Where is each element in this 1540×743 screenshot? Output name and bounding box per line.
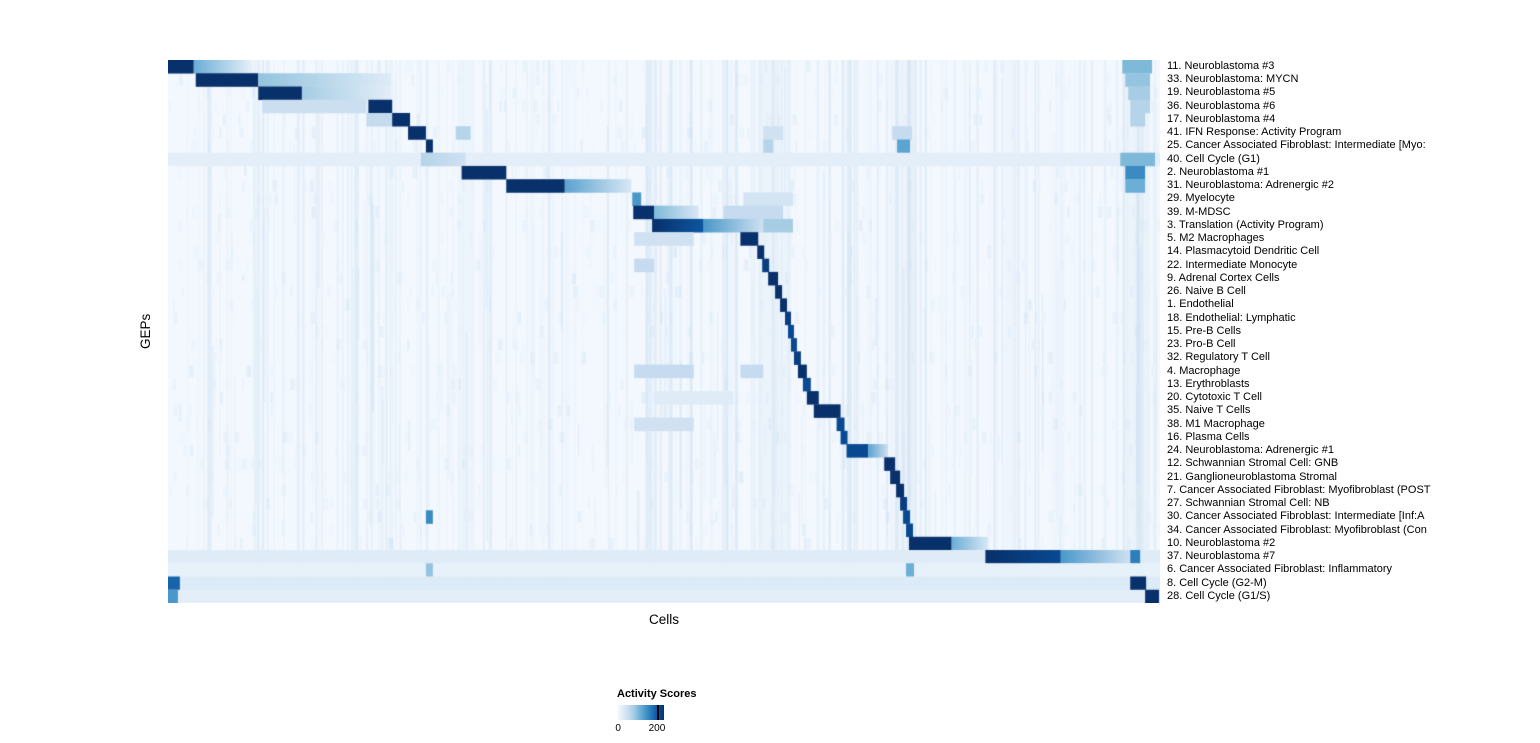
y-axis-label: GEPs: [138, 313, 153, 350]
row-label: 8. Cell Cycle (G2-M): [1167, 576, 1267, 589]
row-label: 5. M2 Macrophages: [1167, 232, 1265, 245]
legend-tick-labels: 0 200: [615, 723, 666, 735]
row-label: 1. Endothelial: [1167, 298, 1234, 311]
row-label: 28. Cell Cycle (G1/S): [1167, 589, 1271, 602]
row-label: 30. Cancer Associated Fibroblast: Interm…: [1167, 510, 1425, 523]
row-label: 25. Cancer Associated Fibroblast: Interm…: [1167, 139, 1426, 152]
row-label: 11. Neuroblastoma #3: [1167, 60, 1275, 72]
row-label: 15. Pre-B Cells: [1167, 324, 1241, 337]
legend-colorbar: [617, 705, 664, 720]
row-label: 9. Adrenal Cortex Cells: [1167, 271, 1280, 284]
row-label: 41. IFN Response: Activity Program: [1167, 126, 1342, 139]
legend-tick: [656, 705, 659, 720]
row-label: 18. Endothelial: Lymphatic: [1167, 311, 1296, 324]
row-label: 36. Neuroblastoma #6: [1167, 99, 1276, 112]
legend-max-label: 200: [648, 723, 666, 734]
row-label: 19. Neuroblastoma #5: [1167, 86, 1276, 99]
row-label: 37. Neuroblastoma #7: [1167, 550, 1276, 563]
legend: Activity Scores 0 200: [615, 688, 747, 735]
row-label: 38. M1 Macrophage: [1167, 417, 1265, 430]
row-label: 32. Regulatory T Cell: [1167, 351, 1270, 364]
legend-title: Activity Scores: [617, 688, 697, 700]
row-label: 12. Schwannian Stromal Cell: GNB: [1167, 457, 1339, 470]
row-label: 23. Pro-B Cell: [1167, 338, 1236, 351]
row-label: 16. Plasma Cells: [1167, 430, 1250, 443]
row-label: 31. Neuroblastoma: Adrenergic #2: [1167, 179, 1334, 192]
row-label: 2. Neuroblastoma #1: [1167, 165, 1270, 178]
row-label: 14. Plasmacytoid Dendritic Cell: [1167, 245, 1320, 258]
row-label: 39. M-MDSC: [1167, 205, 1231, 218]
row-label: 34. Cancer Associated Fibroblast: Myofib…: [1167, 523, 1427, 536]
row-label: 26. Naive B Cell: [1167, 285, 1246, 298]
row-label: 22. Intermediate Monocyte: [1167, 258, 1298, 271]
row-label: 13. Erythroblasts: [1167, 377, 1250, 390]
row-label: 4. Macrophage: [1167, 364, 1241, 377]
row-label: 40. Cell Cycle (G1): [1167, 152, 1260, 165]
row-label: 33. Neuroblastoma: MYCN: [1167, 73, 1299, 86]
row-label: 27. Schwannian Stromal Cell: NB: [1167, 497, 1330, 510]
row-label: 21. Ganglioneuroblastoma Stromal: [1167, 470, 1337, 483]
row-label: 29. Myelocyte: [1167, 192, 1235, 205]
row-label: 7. Cancer Associated Fibroblast: Myofibr…: [1167, 483, 1431, 496]
x-axis-label: Cells: [648, 612, 679, 627]
row-label: 3. Translation (Activity Program): [1167, 218, 1324, 231]
row-label: 6. Cancer Associated Fibroblast: Inflamm…: [1167, 563, 1392, 576]
row-label: 24. Neuroblastoma: Adrenergic #1: [1167, 444, 1334, 457]
heatmap-canvas: [168, 60, 1160, 603]
row-label: 35. Naive T Cells: [1167, 404, 1251, 417]
row-labels: 11. Neuroblastoma #3 33. Neuroblastoma: M…: [1167, 60, 1540, 603]
row-label: 17. Neuroblastoma #4: [1167, 112, 1276, 125]
row-label: 20. Cytotoxic T Cell: [1167, 391, 1262, 404]
legend-min-label: 0: [615, 723, 621, 734]
row-label: 10. Neuroblastoma #2: [1167, 536, 1276, 549]
